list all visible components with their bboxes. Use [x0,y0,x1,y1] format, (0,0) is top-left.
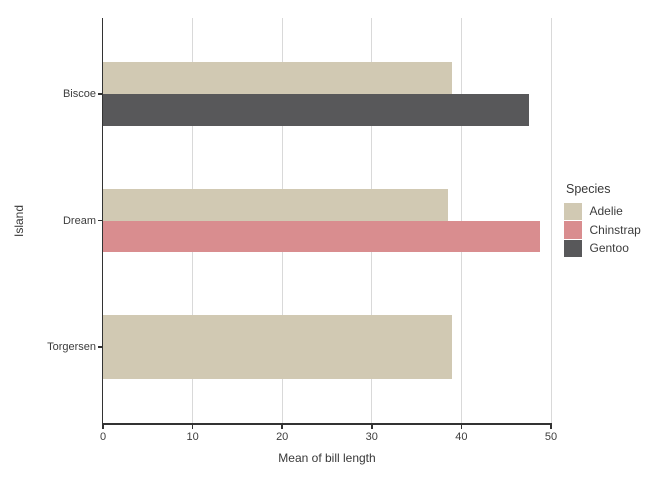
bar-adelie-torgersen [103,315,453,379]
y-tick-biscoe [98,93,103,95]
legend-items: Adelie Chinstrap Gentoo [564,202,641,258]
y-tick-label-dream: Dream [62,214,96,227]
x-tick-label-0: 0 [99,431,107,443]
x-tick-label-30: 30 [365,431,378,443]
legend-label-adelie: Adelie [589,204,623,219]
legend-item-adelie: Adelie [564,202,641,221]
legend-item-gentoo: Gentoo [564,239,641,258]
bar-adelie-dream [103,188,448,221]
gentoo-swatch-icon [564,239,582,258]
plot-panel [103,18,552,423]
legend-title: Species [566,182,611,196]
x-axis-line [101,423,552,425]
x-tick-label-50: 50 [544,431,558,443]
legend: Species Adelie Chinstrap Gentoo [564,182,641,258]
legend-item-chinstrap: Chinstrap [564,221,641,240]
bar-chinstrap-dream [103,220,541,253]
legend-label-gentoo: Gentoo [589,241,629,256]
x-tick-30 [371,424,373,429]
bar-gentoo-biscoe [103,93,529,126]
adelie-swatch-icon [564,202,582,221]
x-tick-20 [281,424,283,429]
y-tick-label-biscoe: Biscoe [62,87,96,100]
y-tick-dream [98,219,103,222]
y-tick-torgersen [98,346,103,348]
legend-label-chinstrap: Chinstrap [589,222,641,237]
x-tick-50 [550,424,552,429]
gridline-x-50 [550,18,552,423]
x-tick-10 [191,424,194,429]
chinstrap-swatch-icon [564,221,582,239]
x-tick-label-10: 10 [186,431,199,443]
x-axis-title: Mean of bill length [278,451,376,465]
x-tick-40 [460,424,463,429]
x-tick-label-40: 40 [455,431,468,443]
bar-adelie-biscoe [103,62,453,94]
x-tick-label-20: 20 [276,431,289,443]
x-tick-0 [102,424,104,429]
y-tick-label-torgersen: Torgersen [47,341,96,354]
